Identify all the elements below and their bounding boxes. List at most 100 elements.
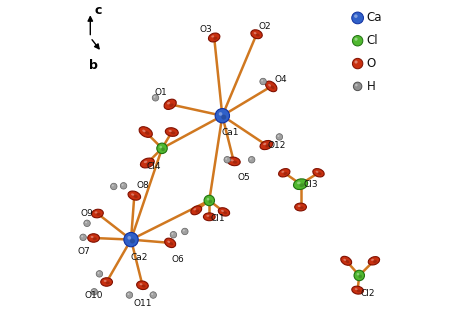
Ellipse shape (368, 257, 380, 265)
Ellipse shape (91, 289, 98, 295)
Ellipse shape (223, 211, 227, 214)
Text: c: c (95, 4, 102, 17)
Ellipse shape (213, 37, 218, 40)
Ellipse shape (277, 135, 279, 137)
Ellipse shape (282, 171, 284, 173)
Ellipse shape (295, 203, 306, 211)
Ellipse shape (352, 286, 364, 294)
Ellipse shape (207, 198, 210, 200)
Ellipse shape (227, 157, 240, 166)
Text: O5: O5 (237, 173, 250, 182)
Ellipse shape (211, 35, 214, 37)
Ellipse shape (183, 230, 185, 231)
Ellipse shape (172, 233, 173, 235)
Ellipse shape (80, 234, 86, 241)
Ellipse shape (219, 112, 222, 116)
Ellipse shape (203, 213, 215, 221)
Text: O10: O10 (85, 290, 103, 300)
Ellipse shape (373, 260, 377, 263)
Ellipse shape (263, 143, 266, 145)
Ellipse shape (354, 82, 362, 91)
Ellipse shape (209, 216, 212, 219)
Ellipse shape (122, 184, 124, 186)
Ellipse shape (93, 237, 97, 240)
Ellipse shape (313, 169, 324, 177)
Text: Cl2: Cl2 (360, 289, 374, 298)
Ellipse shape (250, 158, 252, 160)
Ellipse shape (341, 256, 352, 265)
Ellipse shape (316, 171, 319, 173)
Ellipse shape (233, 161, 237, 164)
Ellipse shape (171, 131, 175, 134)
Ellipse shape (152, 95, 159, 101)
Ellipse shape (297, 182, 301, 184)
Ellipse shape (164, 99, 176, 110)
Ellipse shape (88, 234, 100, 242)
Text: O8: O8 (136, 181, 149, 190)
Text: Cl1: Cl1 (210, 214, 225, 223)
Ellipse shape (318, 172, 322, 175)
Ellipse shape (139, 283, 143, 285)
Ellipse shape (169, 130, 172, 132)
Ellipse shape (204, 195, 215, 206)
Ellipse shape (260, 141, 273, 150)
Text: O3: O3 (200, 25, 212, 34)
Ellipse shape (276, 134, 283, 140)
Ellipse shape (355, 60, 357, 64)
Text: Ca2: Ca2 (130, 253, 148, 262)
Ellipse shape (193, 208, 196, 210)
Ellipse shape (265, 81, 277, 92)
Ellipse shape (159, 146, 162, 148)
Ellipse shape (146, 162, 151, 166)
Text: O9: O9 (81, 209, 93, 218)
Ellipse shape (84, 220, 91, 227)
Ellipse shape (150, 292, 156, 298)
Ellipse shape (169, 242, 173, 245)
Text: H: H (367, 80, 375, 93)
Ellipse shape (182, 228, 188, 235)
Ellipse shape (221, 210, 224, 212)
Text: Cl4: Cl4 (146, 162, 161, 171)
Ellipse shape (154, 96, 155, 98)
Ellipse shape (271, 85, 274, 89)
Ellipse shape (85, 221, 87, 223)
Ellipse shape (356, 273, 359, 275)
Ellipse shape (96, 271, 103, 277)
Ellipse shape (161, 148, 165, 151)
Ellipse shape (144, 161, 147, 163)
Text: O: O (367, 57, 376, 70)
Ellipse shape (120, 183, 127, 189)
Ellipse shape (126, 292, 133, 298)
Ellipse shape (251, 30, 262, 39)
Text: O2: O2 (258, 22, 271, 31)
Ellipse shape (219, 208, 229, 216)
Ellipse shape (352, 36, 363, 46)
Ellipse shape (300, 183, 304, 187)
Text: O1: O1 (155, 88, 167, 97)
Ellipse shape (261, 80, 263, 82)
Text: Ca1: Ca1 (222, 127, 239, 137)
Ellipse shape (293, 179, 308, 189)
Ellipse shape (230, 159, 234, 161)
Text: O4: O4 (274, 75, 287, 84)
Ellipse shape (195, 210, 200, 213)
Ellipse shape (215, 109, 229, 123)
Ellipse shape (355, 84, 357, 86)
Text: O12: O12 (268, 141, 286, 150)
Ellipse shape (145, 131, 149, 135)
Text: O11: O11 (133, 299, 152, 308)
Text: Cl3: Cl3 (303, 180, 318, 189)
Ellipse shape (357, 289, 361, 292)
Ellipse shape (265, 144, 270, 148)
Text: O7: O7 (77, 246, 90, 256)
Ellipse shape (137, 281, 148, 289)
Ellipse shape (157, 143, 167, 154)
Ellipse shape (106, 281, 110, 284)
Ellipse shape (164, 238, 176, 247)
Ellipse shape (191, 206, 202, 215)
Ellipse shape (139, 127, 152, 137)
Ellipse shape (91, 209, 103, 218)
Ellipse shape (131, 193, 134, 196)
Ellipse shape (91, 236, 93, 238)
Ellipse shape (97, 213, 100, 216)
